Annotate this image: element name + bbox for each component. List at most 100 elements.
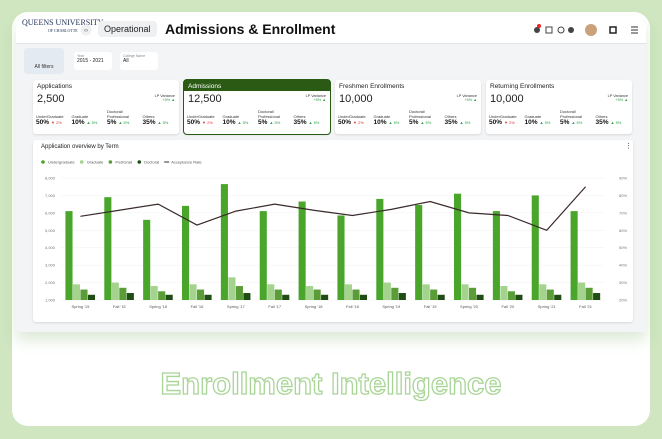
breakdown-change: ▼ 2% bbox=[51, 120, 62, 125]
card-title: Applications bbox=[37, 83, 73, 90]
chart: Application overview by Term ⋮ 1,000 2,00… bbox=[41, 143, 632, 309]
card-value: 12,500 bbox=[188, 93, 222, 105]
bar bbox=[119, 287, 127, 300]
kpi-card[interactable]: Freshmen Enrollments 10,000 LP Variance +5%… bbox=[335, 80, 481, 134]
breakdown-number: 5% bbox=[560, 119, 570, 126]
breakdown-value: 5% ▲ 5% bbox=[107, 119, 143, 126]
breakdown-label: Others bbox=[293, 114, 306, 119]
tagline: Enrollment Intelligence bbox=[160, 366, 501, 401]
kpi-card[interactable]: Applications 2,500 LP Variance +5% ▲ UnderGr… bbox=[33, 80, 179, 134]
bar bbox=[515, 294, 523, 300]
bar bbox=[158, 291, 166, 300]
breakdown-change: ▲ 5% bbox=[86, 120, 98, 125]
legend-label: Undergraduate bbox=[48, 160, 75, 165]
toolbar-icons[interactable] bbox=[531, 22, 643, 38]
y2-tick-label: 20% bbox=[619, 298, 627, 303]
breakdown-change: ▼ 2% bbox=[353, 120, 364, 125]
breakdown-item: Others 35% ▲ 5% bbox=[294, 110, 330, 126]
breakdown-label: UnderGraduate bbox=[338, 114, 366, 119]
bar bbox=[531, 195, 539, 300]
bar bbox=[150, 286, 158, 300]
breakdown-value: 50% ▼ 2% bbox=[36, 119, 72, 126]
card-value: 10,000 bbox=[339, 93, 373, 105]
breakdown-change: ▲ 5% bbox=[539, 120, 551, 125]
card-title: Freshmen Enrollments bbox=[339, 83, 405, 90]
breakdown-item: Doctoral/ Professional 5% ▲ 5% bbox=[107, 109, 143, 126]
breakdown-change: ▲ 5% bbox=[237, 120, 249, 125]
y-tick-label: 7,000 bbox=[45, 193, 56, 198]
breakdown-change: ▲ 5% bbox=[388, 120, 400, 125]
breakdown-value: 35% ▲ 5% bbox=[294, 119, 330, 126]
x-tick-label: Fall '19 bbox=[424, 304, 438, 309]
breakdown: UnderGraduate 50% ▼ 2% Graduate 10% ▲ 5% Docto… bbox=[489, 109, 631, 126]
chart-menu[interactable]: ⋮ bbox=[625, 143, 632, 150]
breakdown-number: 50% bbox=[489, 119, 503, 126]
breakdown-number: 10% bbox=[222, 119, 236, 126]
kpi-card[interactable]: Returning Enrollments 10,000 LP Variance +5… bbox=[486, 80, 632, 134]
y-tick-label: 1,000 bbox=[45, 298, 56, 303]
x-tick-label: Fall '21 bbox=[579, 304, 593, 309]
bar bbox=[383, 282, 391, 300]
breakdown-change: ▼ 2% bbox=[504, 120, 515, 125]
bar bbox=[298, 201, 306, 300]
breakdown-label: Doctoral/ Professional bbox=[107, 109, 130, 119]
x-tick-label: Spring '16 bbox=[149, 304, 168, 309]
bar bbox=[259, 211, 267, 300]
breakdown-item: UnderGraduate 50% ▼ 2% bbox=[338, 110, 374, 126]
breakdown-value: 10% ▲ 5% bbox=[374, 119, 410, 126]
bar bbox=[80, 289, 88, 300]
breakdown-item: UnderGraduate 50% ▼ 2% bbox=[36, 110, 72, 126]
header: QUEENS UNIVERSITY OF CHARLOTTE ‹› Operati… bbox=[16, 16, 646, 44]
breakdown-label: Others bbox=[444, 114, 457, 119]
bar bbox=[267, 284, 275, 300]
x-tick-label: Fall '20 bbox=[501, 304, 515, 309]
y2-tick-label: 60% bbox=[619, 228, 627, 233]
y-tick-label: 2,000 bbox=[45, 280, 56, 285]
breakdown-number: 5% bbox=[107, 119, 117, 126]
card-value: 10,000 bbox=[490, 93, 524, 105]
card-title: Returning Enrollments bbox=[490, 83, 555, 90]
breakdown-number: 50% bbox=[338, 119, 352, 126]
breakdown-item: Graduate 10% ▲ 5% bbox=[72, 110, 108, 126]
bar bbox=[492, 211, 500, 300]
bar bbox=[422, 284, 430, 300]
bar bbox=[593, 293, 601, 300]
filter-label: Year bbox=[77, 54, 85, 58]
legend-label: Acceptance Rate bbox=[171, 160, 202, 165]
breakdown-change: ▲ 5% bbox=[118, 120, 130, 125]
variance: LP Variance +5% ▲ bbox=[608, 94, 628, 102]
breakdown-number: 35% bbox=[293, 119, 307, 126]
bar bbox=[415, 205, 423, 300]
all-filters[interactable]: All filters bbox=[24, 48, 64, 74]
menu-icon[interactable]: ‹› bbox=[80, 24, 92, 36]
kpi-card[interactable]: Admissions 12,500 LP Variance +5% ▲ UnderGra… bbox=[183, 79, 331, 135]
breakdown-label: UnderGraduate bbox=[36, 114, 64, 119]
breakdown-value: 5% ▲ 5% bbox=[560, 119, 596, 126]
breakdown-value: 5% ▲ 5% bbox=[409, 119, 445, 126]
breakdown-number: 10% bbox=[524, 119, 538, 126]
breakdown-value: 10% ▲ 5% bbox=[72, 119, 108, 126]
y2-tick-label: 90% bbox=[619, 176, 627, 181]
card-value: 2,500 bbox=[37, 93, 65, 105]
bar bbox=[359, 294, 368, 300]
bar bbox=[376, 198, 384, 300]
logo-text: QUEENS UNIVERSITY bbox=[22, 18, 104, 27]
variance-label: LP Variance bbox=[154, 94, 175, 98]
bar bbox=[182, 205, 190, 300]
breakdown-label: UnderGraduate bbox=[187, 114, 215, 119]
filter[interactable]: Year 2015 - 2021 bbox=[74, 52, 112, 70]
breakdown: UnderGraduate 50% ▼ 2% Graduate 10% ▲ 5% Docto… bbox=[338, 109, 480, 126]
legend-label: Graduate bbox=[87, 160, 104, 165]
bar bbox=[243, 293, 251, 300]
filter[interactable]: College Name All bbox=[120, 52, 158, 70]
breakdown-label: Graduate bbox=[524, 114, 542, 119]
bar bbox=[398, 293, 406, 300]
bar bbox=[165, 294, 173, 300]
bar bbox=[570, 211, 578, 300]
logo[interactable]: QUEENS UNIVERSITY OF CHARLOTTE bbox=[22, 19, 104, 35]
bar bbox=[235, 286, 243, 300]
mode-button[interactable]: Operational bbox=[98, 21, 157, 37]
breakdown-value: 50% ▼ 2% bbox=[489, 119, 525, 126]
bar bbox=[546, 289, 554, 300]
variance-label: LP Variance bbox=[456, 94, 477, 98]
